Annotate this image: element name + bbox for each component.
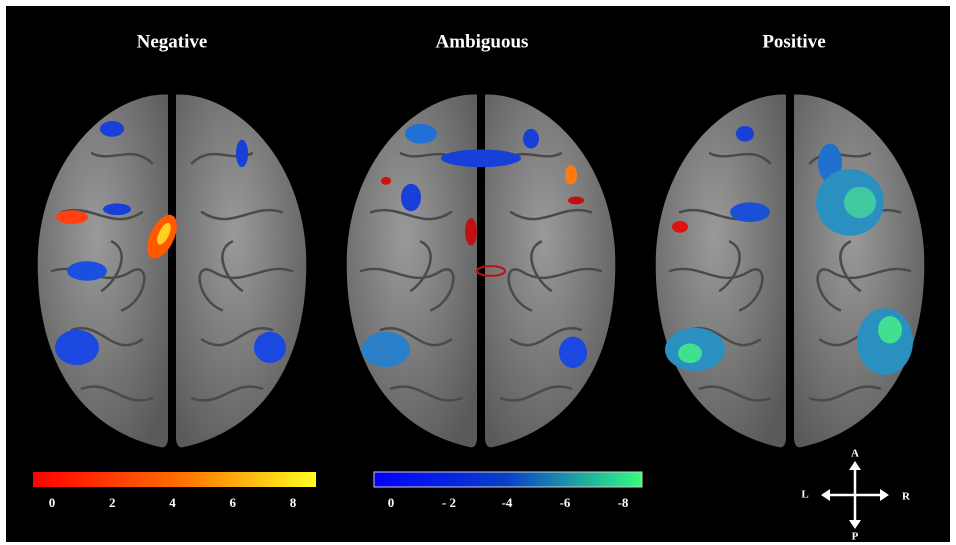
orientation-label: L: [801, 489, 808, 501]
orientation-label: P: [852, 531, 859, 543]
brain-ambiguous: [345, 93, 617, 449]
brain-positive: [654, 93, 926, 449]
colorbar-tick-label: - 2: [442, 495, 456, 510]
colorbar-tick-label: 0: [388, 495, 395, 510]
colorbar-cool: [373, 471, 643, 488]
colorbar-tick-label: -8: [618, 495, 629, 510]
colorbar-tick-label: -6: [560, 495, 571, 510]
brain-negative: [36, 93, 308, 449]
colorbar-tick-label: 8: [290, 495, 297, 510]
orientation-compass: [821, 461, 889, 529]
orientation-label: R: [902, 491, 911, 503]
panel-title: Negative: [137, 31, 208, 52]
colorbar-tick-label: -4: [502, 495, 513, 510]
orientation-label: A: [851, 448, 859, 460]
colorbar-tick-label: 4: [169, 495, 176, 510]
panel-title: Ambiguous: [436, 31, 529, 52]
colorbar-tick-label: 2: [109, 495, 116, 510]
colorbar-tick-label: 6: [230, 495, 237, 510]
colorbar-hot: [33, 472, 316, 487]
colorbar-tick-label: 0: [49, 495, 56, 510]
panel-title: Positive: [762, 31, 825, 52]
